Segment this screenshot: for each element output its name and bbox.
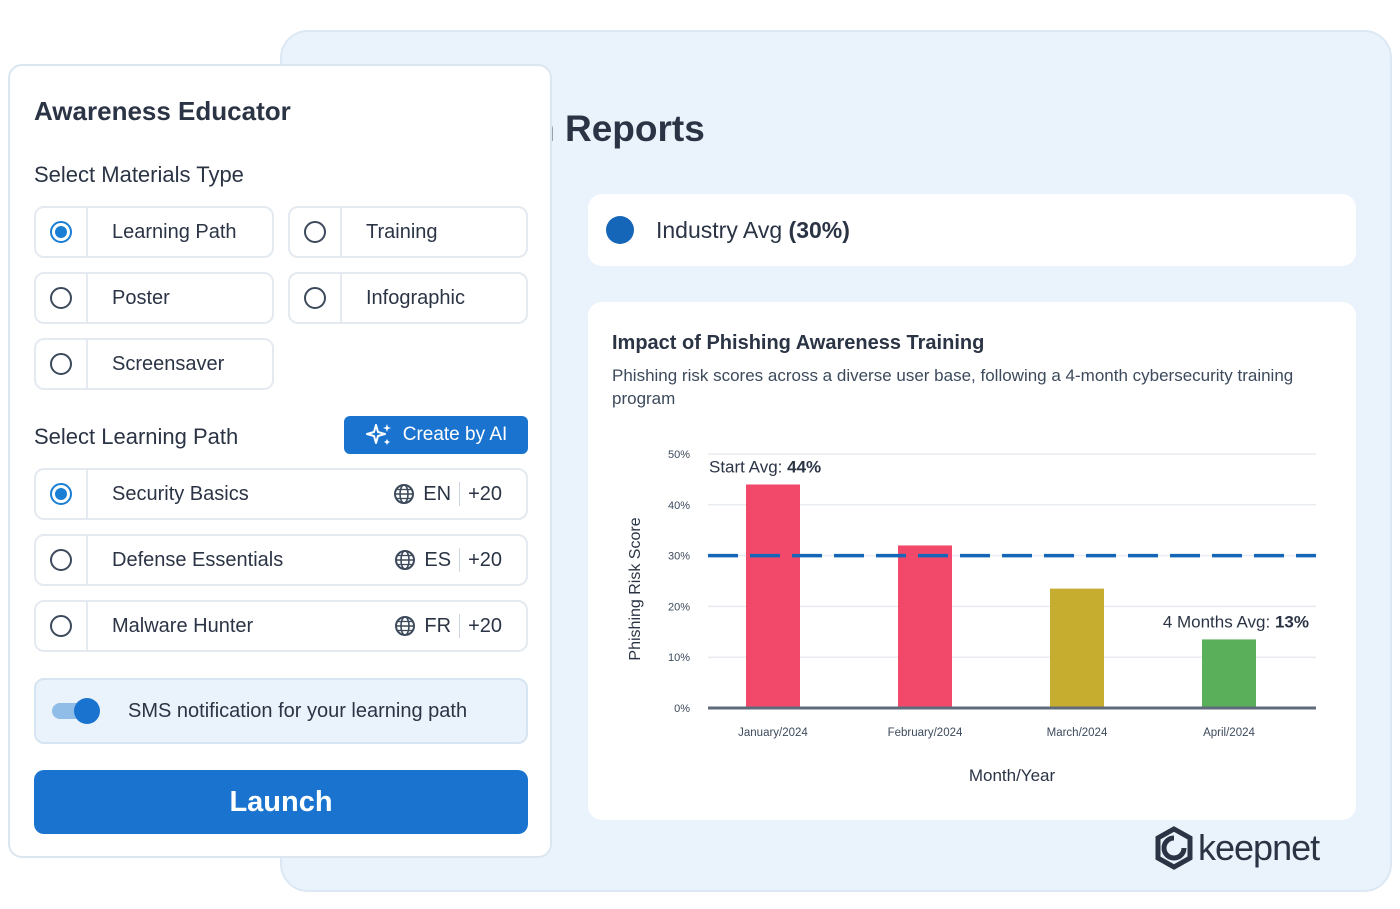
annotation-label: Start Avg: 44% xyxy=(709,457,821,476)
learning-path-label-text: Security Basics xyxy=(112,482,249,505)
bar-january-2024 xyxy=(746,484,800,708)
industry-legend-label: Industry Avg xyxy=(656,216,783,243)
language-indicator: ES +20 xyxy=(394,548,502,572)
material-option-label: Infographic xyxy=(366,286,465,309)
learning-path-option-security-basics[interactable]: Security Basics EN +20 xyxy=(34,468,528,520)
radio[interactable] xyxy=(304,287,326,309)
brand-name: keepnet xyxy=(1198,827,1320,868)
y-tick-label: 50% xyxy=(668,449,690,461)
learning-path-label-text: Defense Essentials xyxy=(112,548,284,571)
chart-title: Impact of Phishing Awareness Training xyxy=(612,332,985,354)
industry-legend-card: Industry Avg (30%) xyxy=(588,194,1356,266)
create-by-ai-label: Create by AI xyxy=(402,424,508,445)
sms-notification-label: SMS notification for your learning path xyxy=(128,699,468,722)
bar-april-2024 xyxy=(1202,639,1256,708)
language-code: ES xyxy=(424,548,452,571)
launch-button[interactable]: Launch xyxy=(34,770,528,834)
radio-cell xyxy=(36,602,88,650)
radio-cell xyxy=(36,208,88,256)
bar-march-2024 xyxy=(1050,588,1104,708)
radio[interactable] xyxy=(50,287,72,309)
annotation-label: 4 Months Avg: 13% xyxy=(1163,612,1309,631)
radio[interactable] xyxy=(50,549,72,571)
language-indicator: EN +20 xyxy=(393,482,502,506)
learning-path-label-text: Malware Hunter xyxy=(112,614,254,637)
x-tick-label: April/2024 xyxy=(1203,727,1255,739)
y-tick-label: 40% xyxy=(668,500,690,512)
material-option-label: Screensaver xyxy=(112,352,225,375)
industry-legend-value: (30%) xyxy=(788,216,850,243)
chart-card: Impact of Phishing Awareness Training Ph… xyxy=(588,302,1356,820)
industry-legend-dot xyxy=(606,216,634,244)
radio-selected[interactable] xyxy=(50,221,72,243)
sms-notification-toggle[interactable] xyxy=(52,698,102,724)
keepnet-logo-icon xyxy=(1155,826,1193,870)
radio[interactable] xyxy=(50,615,72,637)
language-extra-count: +20 xyxy=(468,482,502,505)
radio-cell xyxy=(290,274,342,322)
material-option-poster[interactable]: Poster xyxy=(34,272,274,324)
material-option-label: Learning Path xyxy=(112,220,237,243)
material-option-label: Training xyxy=(366,220,438,243)
sparkle-icon xyxy=(365,424,391,445)
material-option-label: Poster xyxy=(112,286,170,309)
x-tick-label: February/2024 xyxy=(888,727,963,739)
language-indicator: FR +20 xyxy=(394,614,502,638)
material-option-learning-path[interactable]: Learning Path xyxy=(34,206,274,258)
learning-path-option-defense-essentials[interactable]: Defense Essentials ES +20 xyxy=(34,534,528,586)
chart-subtitle: Phishing risk scores across a diverse us… xyxy=(612,366,1294,408)
awareness-educator-panel: Awareness Educator Select Materials Type… xyxy=(8,64,552,858)
material-option-training[interactable]: Training xyxy=(288,206,528,258)
y-tick-label: 20% xyxy=(668,601,690,613)
material-option-screensaver[interactable]: Screensaver xyxy=(34,338,274,390)
language-code: EN xyxy=(423,482,452,505)
industry-legend-text: Industry Avg (30%) xyxy=(656,217,850,244)
x-axis-title: Month/Year xyxy=(969,766,1056,785)
radio-cell xyxy=(36,470,88,518)
sms-notification-box: SMS notification for your learning path xyxy=(34,678,528,744)
toggle-knob xyxy=(74,698,100,724)
divider xyxy=(459,548,461,572)
create-by-ai-button[interactable]: Create by AI xyxy=(344,416,528,454)
y-tick-label: 30% xyxy=(668,551,690,563)
x-tick-label: January/2024 xyxy=(738,727,808,739)
language-extra-count: +20 xyxy=(468,614,502,637)
phishing-risk-chart: 0% 10% 20% 30% 40% 50% January/2024 February/20… xyxy=(627,449,1316,785)
radio[interactable] xyxy=(50,353,72,375)
y-axis-title: Phishing Risk Score xyxy=(627,517,644,660)
material-option-infographic[interactable]: Infographic xyxy=(288,272,528,324)
y-tick-label: 0% xyxy=(674,703,690,715)
divider xyxy=(459,482,461,506)
radio[interactable] xyxy=(304,221,326,243)
brand-logo: keepnet xyxy=(1152,826,1320,870)
radio-cell xyxy=(36,340,88,388)
x-tick-label: March/2024 xyxy=(1047,727,1108,739)
globe-icon xyxy=(395,616,416,636)
learning-path-label: Select Learning Path xyxy=(34,424,239,449)
radio-selected[interactable] xyxy=(50,483,72,505)
divider xyxy=(459,614,461,638)
radio-cell xyxy=(290,208,342,256)
y-tick-label: 10% xyxy=(668,652,690,664)
globe-icon xyxy=(394,484,415,504)
learning-path-option-malware-hunter[interactable]: Malware Hunter FR +20 xyxy=(34,600,528,652)
language-code: FR xyxy=(424,614,452,637)
bar-february-2024 xyxy=(898,545,952,708)
panel-title: Awareness Educator xyxy=(34,96,291,126)
language-extra-count: +20 xyxy=(468,548,502,571)
radio-cell xyxy=(36,536,88,584)
globe-icon xyxy=(395,550,416,570)
materials-type-label: Select Materials Type xyxy=(34,162,244,187)
radio-cell xyxy=(36,274,88,322)
